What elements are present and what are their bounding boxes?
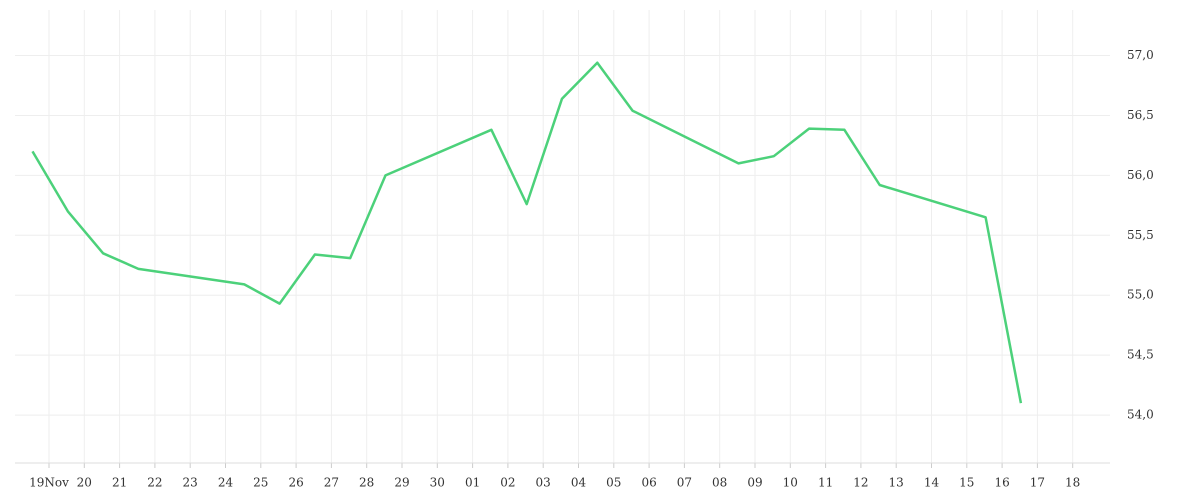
x-tick-label: 05 [606, 476, 621, 490]
x-tick-label: 17 [1030, 476, 1045, 490]
x-tick-label: 29 [394, 476, 409, 490]
x-tick-label: 27 [324, 476, 339, 490]
y-tick-label: 56,0 [1127, 168, 1154, 182]
x-tick-label: 12 [853, 476, 868, 490]
x-tick-label: 26 [288, 476, 303, 490]
x-tick-label: 13 [889, 476, 904, 490]
x-tick-label: 21 [112, 476, 127, 490]
x-tick-label: 19Nov [29, 476, 69, 490]
x-tick-label: 15 [959, 476, 974, 490]
x-tick-label: 25 [253, 476, 268, 490]
x-tick-label: 30 [430, 476, 445, 490]
y-tick-label: 56,5 [1127, 108, 1154, 122]
x-tick-label: 03 [536, 476, 551, 490]
x-tick-label: 04 [571, 476, 587, 490]
x-tick-label: 16 [994, 476, 1009, 490]
line [31, 61, 1023, 404]
x-tick-label: 09 [747, 476, 762, 490]
y-tick-label: 54,5 [1127, 348, 1154, 362]
x-tick-label: 11 [818, 476, 833, 490]
x-tick-label: 23 [183, 476, 198, 490]
x-tick-label: 18 [1065, 476, 1080, 490]
x-tick-label: 08 [712, 476, 727, 490]
x-tick-label: 01 [465, 476, 480, 490]
x-tick-label: 10 [783, 476, 798, 490]
x-tick-label: 22 [147, 476, 162, 490]
x-tick-label: 02 [500, 476, 515, 490]
y-tick-label: 54,0 [1127, 408, 1154, 422]
x-tick-label: 06 [641, 476, 656, 490]
x-tick-label: 28 [359, 476, 374, 490]
y-tick-label: 55,5 [1127, 228, 1154, 242]
x-tick-label: 14 [924, 476, 940, 490]
y-tick-label: 55,0 [1127, 288, 1154, 302]
x-tick-label: 20 [77, 476, 92, 490]
y-tick-label: 57,0 [1127, 48, 1154, 62]
x-tick-label: 07 [677, 476, 692, 490]
x-tick-label: 24 [218, 476, 234, 490]
